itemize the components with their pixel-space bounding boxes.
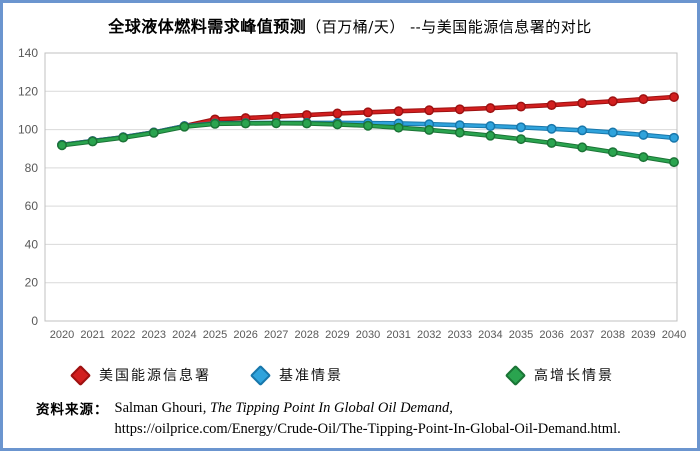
data-point (148, 127, 159, 138)
x-tick-label: 2032 (417, 329, 441, 341)
chart-title-sub: （百万桶/天） --与美国能源信息署的对比 (306, 18, 592, 36)
x-tick-label: 2031 (386, 329, 410, 341)
data-point (393, 122, 404, 133)
source-url: https://oilprice.com/Energy/Crude-Oil/Th… (114, 421, 621, 437)
source-article-title: The Tipping Point In Global Oil Demand, (209, 400, 453, 416)
x-tick-label: 2033 (448, 329, 472, 341)
x-tick-label: 2025 (203, 329, 227, 341)
data-point (607, 147, 618, 158)
data-point (87, 136, 98, 147)
data-point (577, 142, 588, 153)
data-point (516, 122, 526, 133)
y-axis-labels: 0 20 40 60 80 100 120 140 (18, 46, 38, 328)
source-label: 资料来源： (36, 402, 109, 418)
data-point (638, 152, 649, 163)
chart-legend: 美国能源信息署 基准情景 高增长情景 (3, 359, 700, 391)
data-point (485, 103, 496, 114)
data-point (179, 121, 190, 132)
legend-label: 高增长情景 (534, 368, 614, 384)
data-point (210, 118, 220, 129)
data-point (669, 92, 679, 102)
data-point (546, 100, 557, 111)
data-point (363, 120, 373, 131)
legend-item-2: 高增长情景 (504, 359, 614, 391)
data-point (638, 94, 649, 105)
x-tick-label: 2029 (325, 329, 349, 341)
source-note: 资料来源： Salman Ghouri, The Tipping Point I… (36, 398, 621, 440)
x-tick-label: 2035 (509, 329, 533, 341)
y-tick-label: 120 (18, 84, 38, 98)
x-tick-label: 2034 (478, 329, 502, 341)
data-point (516, 101, 526, 112)
data-point (240, 118, 251, 129)
legend-label: 基准情景 (279, 368, 343, 384)
data-point (301, 118, 312, 129)
legend-marker-icon (69, 364, 92, 386)
data-point (607, 127, 618, 138)
gridlines (45, 90, 677, 284)
x-tick-label: 2027 (264, 329, 288, 341)
series-2 (57, 118, 679, 168)
data-point (118, 132, 129, 143)
data-point (669, 132, 679, 143)
data-point (393, 106, 404, 117)
data-point (516, 134, 526, 145)
chart-area: 0 20 40 60 80 100 120 140 2020 2021 2022 2023 2024 20… (3, 43, 700, 348)
data-point (669, 157, 679, 168)
data-point (332, 119, 343, 130)
data-point (638, 129, 649, 140)
x-tick-label: 2036 (539, 329, 563, 341)
x-tick-label: 2023 (142, 329, 166, 341)
y-tick-label: 100 (18, 123, 38, 137)
y-tick-label: 0 (31, 314, 38, 328)
y-tick-label: 20 (25, 276, 39, 290)
data-point (424, 125, 435, 135)
y-tick-label: 60 (25, 199, 39, 213)
y-tick-label: 140 (18, 46, 38, 60)
data-point (485, 130, 496, 141)
chart-title-main: 全球液体燃料需求峰值预测 (108, 17, 307, 36)
data-point (454, 127, 465, 138)
data-point (332, 108, 343, 119)
x-tick-label: 2039 (631, 329, 655, 341)
data-point (577, 98, 588, 109)
chart-title: 全球液体燃料需求峰值预测（百万桶/天） --与美国能源信息署的对比 (3, 13, 697, 39)
data-point (546, 138, 557, 148)
data-point (424, 105, 435, 116)
data-point (546, 123, 557, 134)
data-point (577, 125, 588, 136)
y-tick-label: 80 (25, 161, 39, 175)
legend-label: 美国能源信息署 (99, 368, 211, 384)
legend-marker-icon (504, 364, 527, 386)
legend-item-0: 美国能源信息署 (69, 359, 211, 391)
source-author: Salman Ghouri, (114, 400, 210, 416)
x-tick-label: 2028 (295, 329, 319, 341)
x-tick-label: 2022 (111, 329, 135, 341)
legend-marker-icon (249, 364, 272, 386)
x-tick-label: 2026 (233, 329, 257, 341)
data-point (271, 118, 282, 129)
x-tick-label: 2037 (570, 329, 594, 341)
x-tick-label: 2040 (662, 329, 686, 341)
y-tick-label: 40 (25, 237, 39, 251)
x-tick-label: 2024 (172, 329, 196, 341)
data-point (57, 140, 67, 151)
data-point (485, 121, 496, 132)
x-tick-label: 2038 (601, 329, 625, 341)
x-tick-label: 2030 (356, 329, 380, 341)
x-tick-label: 2020 (50, 329, 74, 341)
x-axis-labels: 2020 2021 2022 2023 2024 2025 2026 2027 2028 2029… (50, 329, 686, 341)
data-point (363, 107, 373, 118)
plot-border (44, 52, 678, 322)
legend-item-1: 基准情景 (249, 359, 343, 391)
data-point (454, 104, 465, 115)
data-point (607, 96, 618, 107)
source-body: Salman Ghouri, The Tipping Point In Glob… (115, 398, 621, 440)
x-tick-label: 2021 (80, 329, 104, 341)
